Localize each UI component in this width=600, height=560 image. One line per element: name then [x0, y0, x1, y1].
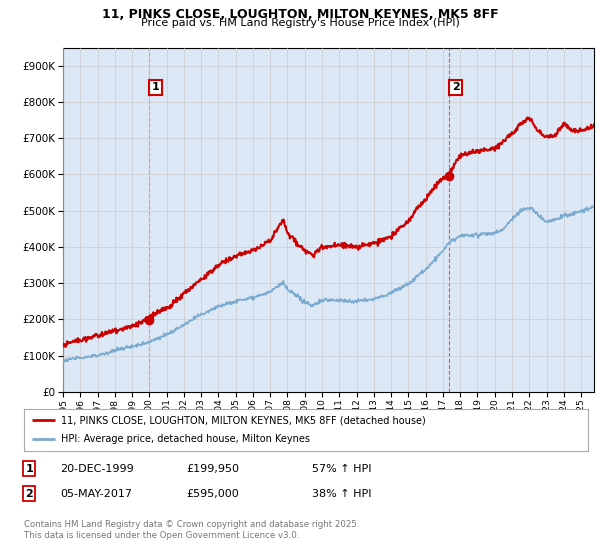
Text: 05-MAY-2017: 05-MAY-2017: [60, 489, 132, 499]
Text: 2: 2: [452, 82, 460, 92]
Text: 1: 1: [25, 464, 33, 474]
Text: 11, PINKS CLOSE, LOUGHTON, MILTON KEYNES, MK5 8FF (detached house): 11, PINKS CLOSE, LOUGHTON, MILTON KEYNES…: [61, 415, 425, 425]
Text: £595,000: £595,000: [186, 489, 239, 499]
Text: 38% ↑ HPI: 38% ↑ HPI: [312, 489, 371, 499]
Text: Price paid vs. HM Land Registry's House Price Index (HPI): Price paid vs. HM Land Registry's House …: [140, 18, 460, 29]
Text: Contains HM Land Registry data © Crown copyright and database right 2025.
This d: Contains HM Land Registry data © Crown c…: [24, 520, 359, 540]
Text: 2: 2: [25, 489, 33, 499]
Text: 20-DEC-1999: 20-DEC-1999: [60, 464, 134, 474]
Text: 11, PINKS CLOSE, LOUGHTON, MILTON KEYNES, MK5 8FF: 11, PINKS CLOSE, LOUGHTON, MILTON KEYNES…: [101, 8, 499, 21]
Text: HPI: Average price, detached house, Milton Keynes: HPI: Average price, detached house, Milt…: [61, 435, 310, 445]
Text: 1: 1: [152, 82, 160, 92]
Text: 57% ↑ HPI: 57% ↑ HPI: [312, 464, 371, 474]
Text: £199,950: £199,950: [186, 464, 239, 474]
